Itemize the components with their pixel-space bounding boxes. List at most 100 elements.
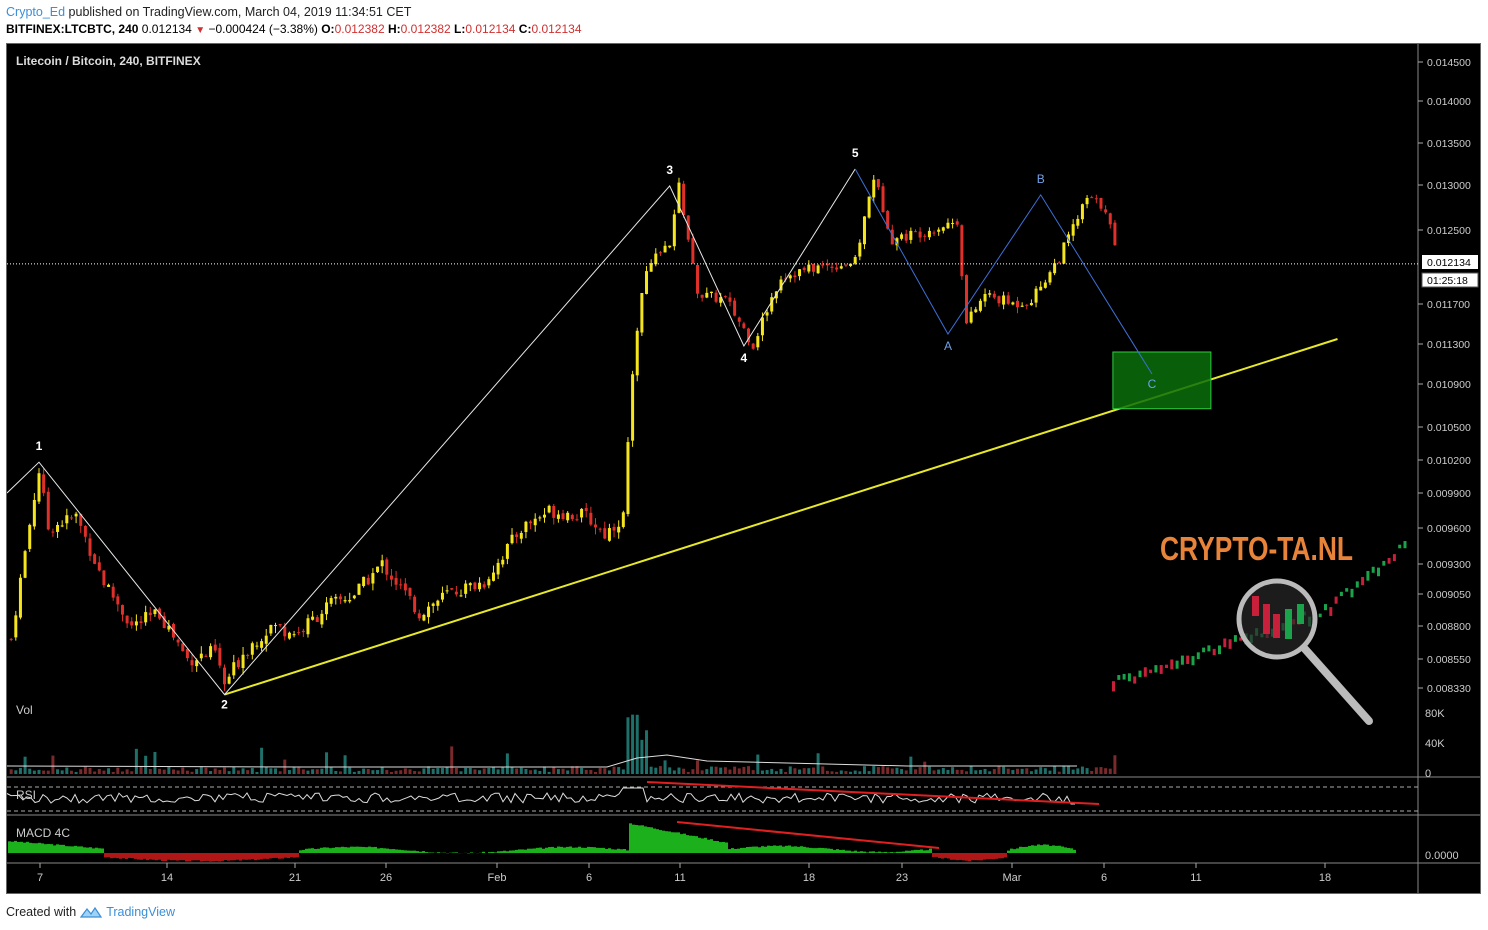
- candle-body: [658, 252, 662, 254]
- candle-body: [946, 222, 950, 229]
- macd-bar: [416, 851, 419, 853]
- macd-bar: [1010, 848, 1013, 853]
- candle-body: [811, 263, 815, 272]
- macd-bar: [872, 851, 875, 853]
- macd-bar: [680, 834, 683, 853]
- macd-bar: [470, 852, 473, 853]
- macd-bar: [1001, 853, 1004, 859]
- candle-body: [705, 292, 709, 298]
- macd-bar: [656, 829, 659, 853]
- volume-bar: [366, 769, 370, 774]
- logo-candle: [1377, 567, 1380, 577]
- volume-bar: [709, 766, 713, 774]
- macd-bar: [389, 849, 392, 853]
- macd-bar: [224, 853, 227, 860]
- macd-bar: [1061, 846, 1064, 853]
- volume-bar: [139, 766, 143, 774]
- macd-bar: [578, 846, 581, 853]
- macd-bar: [494, 852, 497, 853]
- macd-bar: [734, 848, 737, 853]
- macd-bar: [1073, 849, 1076, 853]
- macd-bar: [596, 847, 599, 853]
- time-tick-label: Feb: [488, 872, 507, 884]
- volume-bar: [519, 767, 523, 774]
- candle-body: [79, 514, 83, 526]
- high-value: 0.012382: [400, 22, 451, 36]
- volume-bar: [42, 770, 46, 774]
- macd-bar: [377, 848, 380, 853]
- macd-bar: [266, 853, 269, 859]
- countdown-value: 01:25:18: [1427, 275, 1468, 287]
- candle-body: [278, 624, 282, 626]
- volume-bar: [158, 768, 162, 774]
- candle-body: [42, 474, 46, 493]
- macd-bar: [713, 840, 716, 853]
- candle-body: [830, 266, 834, 268]
- macd-bar: [899, 851, 902, 853]
- macd-bar: [956, 853, 959, 861]
- candle-body: [1029, 302, 1033, 306]
- candle-body: [468, 583, 472, 586]
- macd-bar: [818, 847, 821, 853]
- volume-bar: [32, 770, 36, 774]
- volume-bar: [658, 766, 662, 774]
- volume-bar: [723, 767, 727, 774]
- candle-body: [227, 676, 231, 684]
- candle-body: [120, 605, 124, 615]
- volume-bar: [181, 767, 185, 774]
- candle-body: [900, 234, 904, 239]
- volume-bar: [468, 767, 472, 774]
- macd-bar: [722, 841, 725, 853]
- logo-candle: [1350, 588, 1354, 598]
- macd-bar: [836, 849, 839, 853]
- wave-label-1: 1: [36, 439, 43, 453]
- volume-bar: [682, 768, 686, 774]
- candle-body: [547, 505, 551, 513]
- macd-bar: [1049, 846, 1052, 853]
- candle-body: [835, 267, 839, 270]
- candle-body: [1039, 286, 1043, 291]
- volume-bar: [1043, 768, 1047, 774]
- logo-candle: [1165, 664, 1168, 669]
- macd-bar: [419, 851, 422, 853]
- candle-body: [1085, 197, 1089, 205]
- macd-bar: [860, 851, 863, 853]
- volume-bar: [932, 770, 936, 774]
- volume-bar: [895, 767, 899, 774]
- candle-body: [798, 269, 802, 277]
- candle-body: [751, 343, 755, 349]
- volume-bar: [496, 769, 500, 774]
- volume-bar: [742, 766, 746, 774]
- macd-bar: [227, 853, 230, 861]
- volume-bar: [297, 767, 301, 774]
- author-link[interactable]: Crypto_Ed: [6, 5, 66, 19]
- logo-candle: [1112, 681, 1115, 692]
- volume-bar: [733, 766, 737, 774]
- candle-body: [951, 223, 955, 225]
- candle-body: [584, 508, 588, 511]
- macd-bar: [941, 853, 944, 859]
- macd-bar: [947, 853, 950, 859]
- volume-bar: [992, 769, 996, 774]
- volume-bar: [427, 766, 431, 774]
- candle-body: [111, 586, 115, 598]
- macd-bar: [563, 847, 566, 853]
- candle-body: [274, 625, 278, 627]
- macd-bar: [773, 845, 776, 853]
- price-tick-label: 0.011700: [1427, 299, 1470, 311]
- candle-body: [134, 621, 138, 626]
- candle-body: [371, 573, 375, 584]
- current-price-tag: [1422, 255, 1478, 269]
- volume-bar: [580, 767, 584, 774]
- volume-bar: [459, 771, 463, 774]
- volume-bar: [793, 768, 797, 774]
- tradingview-link[interactable]: TradingView: [106, 905, 175, 919]
- volume-bar: [348, 767, 352, 774]
- candle-body: [556, 514, 560, 519]
- macd-bar: [851, 851, 854, 853]
- volume-bar: [1071, 769, 1075, 774]
- candle-body: [218, 648, 222, 666]
- volume-bar: [51, 755, 55, 774]
